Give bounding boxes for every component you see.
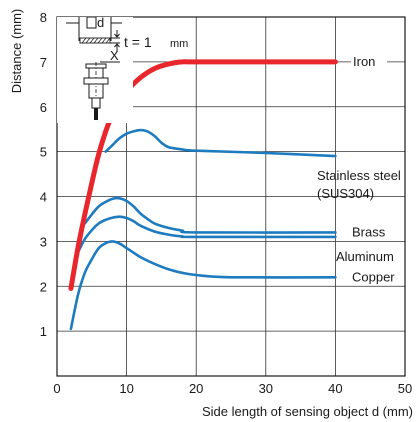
x-tick-label: 40 xyxy=(328,381,342,396)
x-label: X xyxy=(110,48,119,63)
series-label-iron: Iron xyxy=(353,54,375,69)
series-line-copper xyxy=(69,240,337,331)
y-tick-label: 7 xyxy=(40,55,47,70)
target-hatching xyxy=(81,37,111,44)
y-axis-title: Distance (mm) xyxy=(9,9,24,94)
t-arrow-bottom xyxy=(114,43,120,52)
t-arrow-top xyxy=(114,30,120,38)
y-tick-label: 2 xyxy=(40,279,47,294)
series-label-bg-brass xyxy=(350,221,394,237)
series-label-stainless-steel-sub: (SUS304) xyxy=(317,186,374,201)
x-tick-label: 0 xyxy=(53,381,60,396)
plot-frame xyxy=(56,16,406,377)
y-tick-label: 6 xyxy=(40,100,47,115)
x-tick-label: 30 xyxy=(259,381,273,396)
square-symbol xyxy=(86,16,97,29)
d-label: d xyxy=(97,15,104,30)
y-tick-label: 8 xyxy=(40,10,47,25)
series-label-stainless-steel: Stainless steel xyxy=(317,168,401,183)
sensor-cable xyxy=(94,108,98,120)
series-label-brass: Brass xyxy=(352,224,386,239)
tick-layer: 0 10 20 30 40 50 1 2 3 4 5 6 7 8 xyxy=(40,10,412,396)
series-line-brass xyxy=(83,196,337,234)
series-label-layer: Iron Stainless steel (SUS304) Brass Aluminum… xyxy=(317,50,402,284)
t-label: t = 1 xyxy=(124,34,152,50)
y-tick-label: 3 xyxy=(40,234,47,249)
series-label-bg-copper xyxy=(350,266,402,282)
series-label-aluminum: Aluminum xyxy=(336,249,394,264)
sensor-target-diagram: d t = 1 mm X xyxy=(57,15,188,123)
series-label-copper: Copper xyxy=(352,269,395,284)
x-tick-label: 50 xyxy=(398,381,412,396)
sensor-nut-lower xyxy=(83,77,109,85)
x-axis-title: Side length of sensing object d (mm) xyxy=(202,404,413,419)
target-plate xyxy=(79,37,111,44)
t-unit: mm xyxy=(170,38,188,50)
series-line-aluminum xyxy=(76,215,337,254)
x-tick-label: 20 xyxy=(189,381,203,396)
y-tick-label: 5 xyxy=(40,145,47,160)
y-tick-label: 1 xyxy=(40,324,47,339)
x-tick-label: 10 xyxy=(119,381,133,396)
series-line-stainless-steel xyxy=(104,128,337,158)
series-label-bg-iron xyxy=(351,50,387,66)
sensor-tail xyxy=(91,97,101,109)
y-tick-label: 4 xyxy=(40,190,47,205)
